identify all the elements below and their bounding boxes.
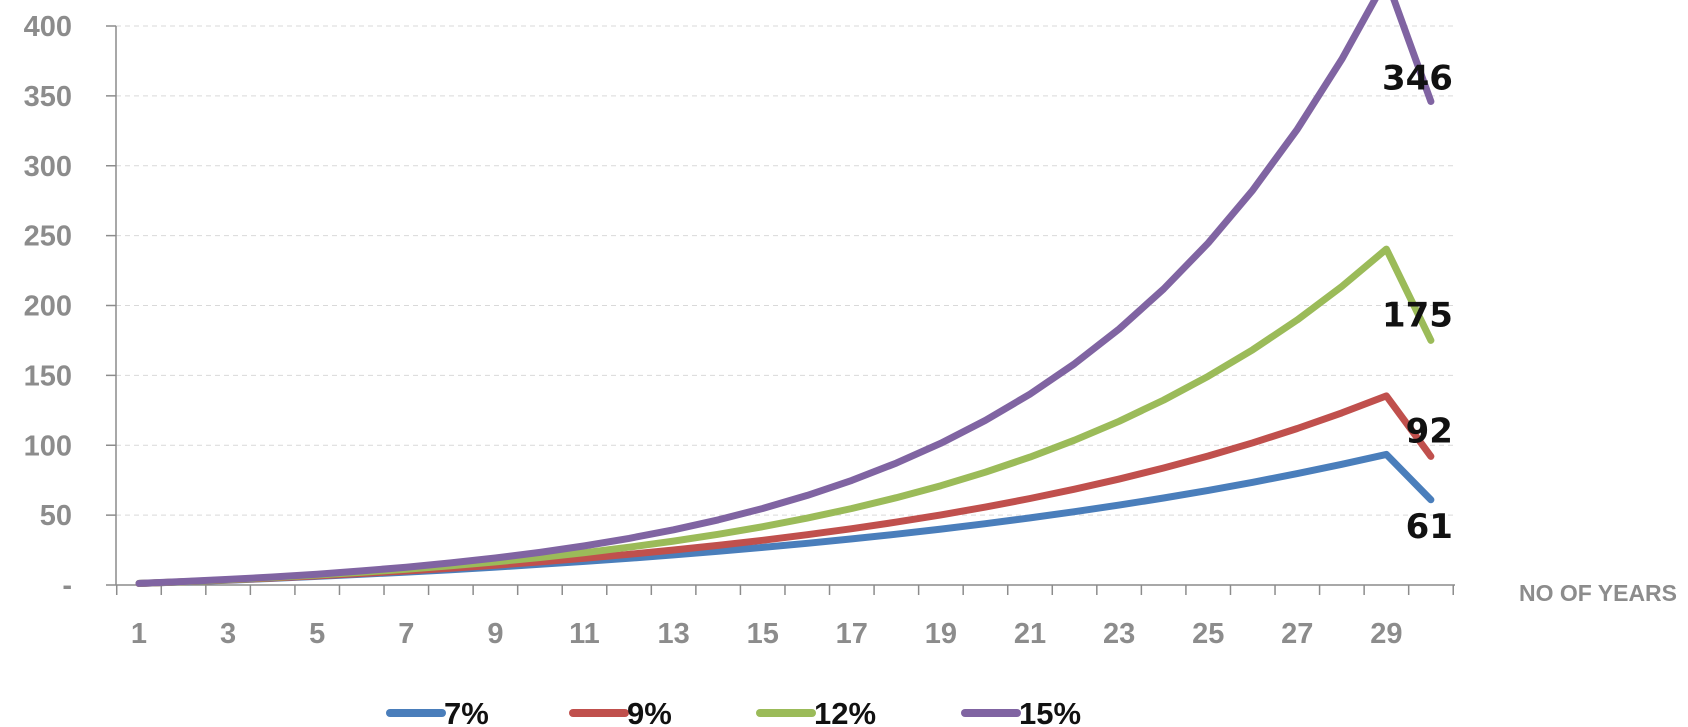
x-tick-label: 21 bbox=[1014, 618, 1046, 650]
y-axis-ticks: - 50 100 150 200 250 300 350 400 bbox=[24, 11, 72, 602]
legend-item: 15% bbox=[961, 696, 1081, 727]
y-tick-label: 250 bbox=[24, 221, 72, 253]
x-tick-label: 23 bbox=[1103, 618, 1135, 650]
y-tick-label: 300 bbox=[24, 151, 72, 183]
x-tick-label: 1 bbox=[131, 618, 147, 650]
series-end-label: 61 bbox=[1406, 507, 1453, 547]
y-tick-label: 100 bbox=[24, 430, 72, 462]
y-tick-label: 200 bbox=[24, 291, 72, 323]
legend-label: 7% bbox=[444, 696, 489, 727]
series-line-9pct bbox=[135, 392, 1435, 587]
x-tick-label: 25 bbox=[1192, 618, 1224, 650]
gridlines bbox=[116, 25, 1455, 516]
x-tick-label: 3 bbox=[220, 618, 236, 650]
legend-item: 9% bbox=[569, 696, 672, 727]
series-line-15pct bbox=[135, 0, 1435, 587]
series-end-labels: 61 92 175 346 bbox=[1382, 58, 1453, 546]
x-tick-label: 15 bbox=[747, 618, 779, 650]
series-end-label: 92 bbox=[1406, 411, 1453, 451]
x-tick-label: 9 bbox=[487, 618, 503, 650]
legend: 7% 9% 12% 15% bbox=[386, 696, 1081, 727]
x-tick-label: 29 bbox=[1370, 618, 1402, 650]
y-tick-label: 400 bbox=[24, 11, 72, 43]
series-line-12pct bbox=[135, 245, 1435, 587]
series-end-label: 175 bbox=[1382, 295, 1453, 335]
x-tick-label: 17 bbox=[836, 618, 868, 650]
axes bbox=[106, 25, 1455, 595]
y-tick-label: - bbox=[62, 570, 72, 602]
series-end-label: 346 bbox=[1382, 58, 1453, 98]
x-tick-label: 19 bbox=[925, 618, 957, 650]
legend-label: 15% bbox=[1019, 696, 1081, 727]
x-tick-label: 7 bbox=[398, 618, 414, 650]
legend-label: 12% bbox=[814, 696, 876, 727]
y-tick-label: 50 bbox=[40, 500, 72, 532]
x-axis-ticks: 1 3 5 7 9 11 13 15 17 19 21 23 25 27 29 bbox=[131, 618, 1403, 650]
x-tick-label: 11 bbox=[569, 618, 600, 650]
x-tick-label: 13 bbox=[657, 618, 689, 650]
legend-item: 12% bbox=[756, 696, 876, 727]
legend-item: 7% bbox=[386, 696, 489, 727]
y-tick-label: 150 bbox=[24, 360, 72, 392]
x-axis-label: NO OF YEARS bbox=[1519, 580, 1677, 606]
y-tick-label: 350 bbox=[24, 81, 72, 113]
x-tick-label: 27 bbox=[1281, 618, 1313, 650]
legend-label: 9% bbox=[627, 696, 672, 727]
series-lines bbox=[135, 0, 1435, 587]
x-tick-label: 5 bbox=[309, 618, 325, 650]
